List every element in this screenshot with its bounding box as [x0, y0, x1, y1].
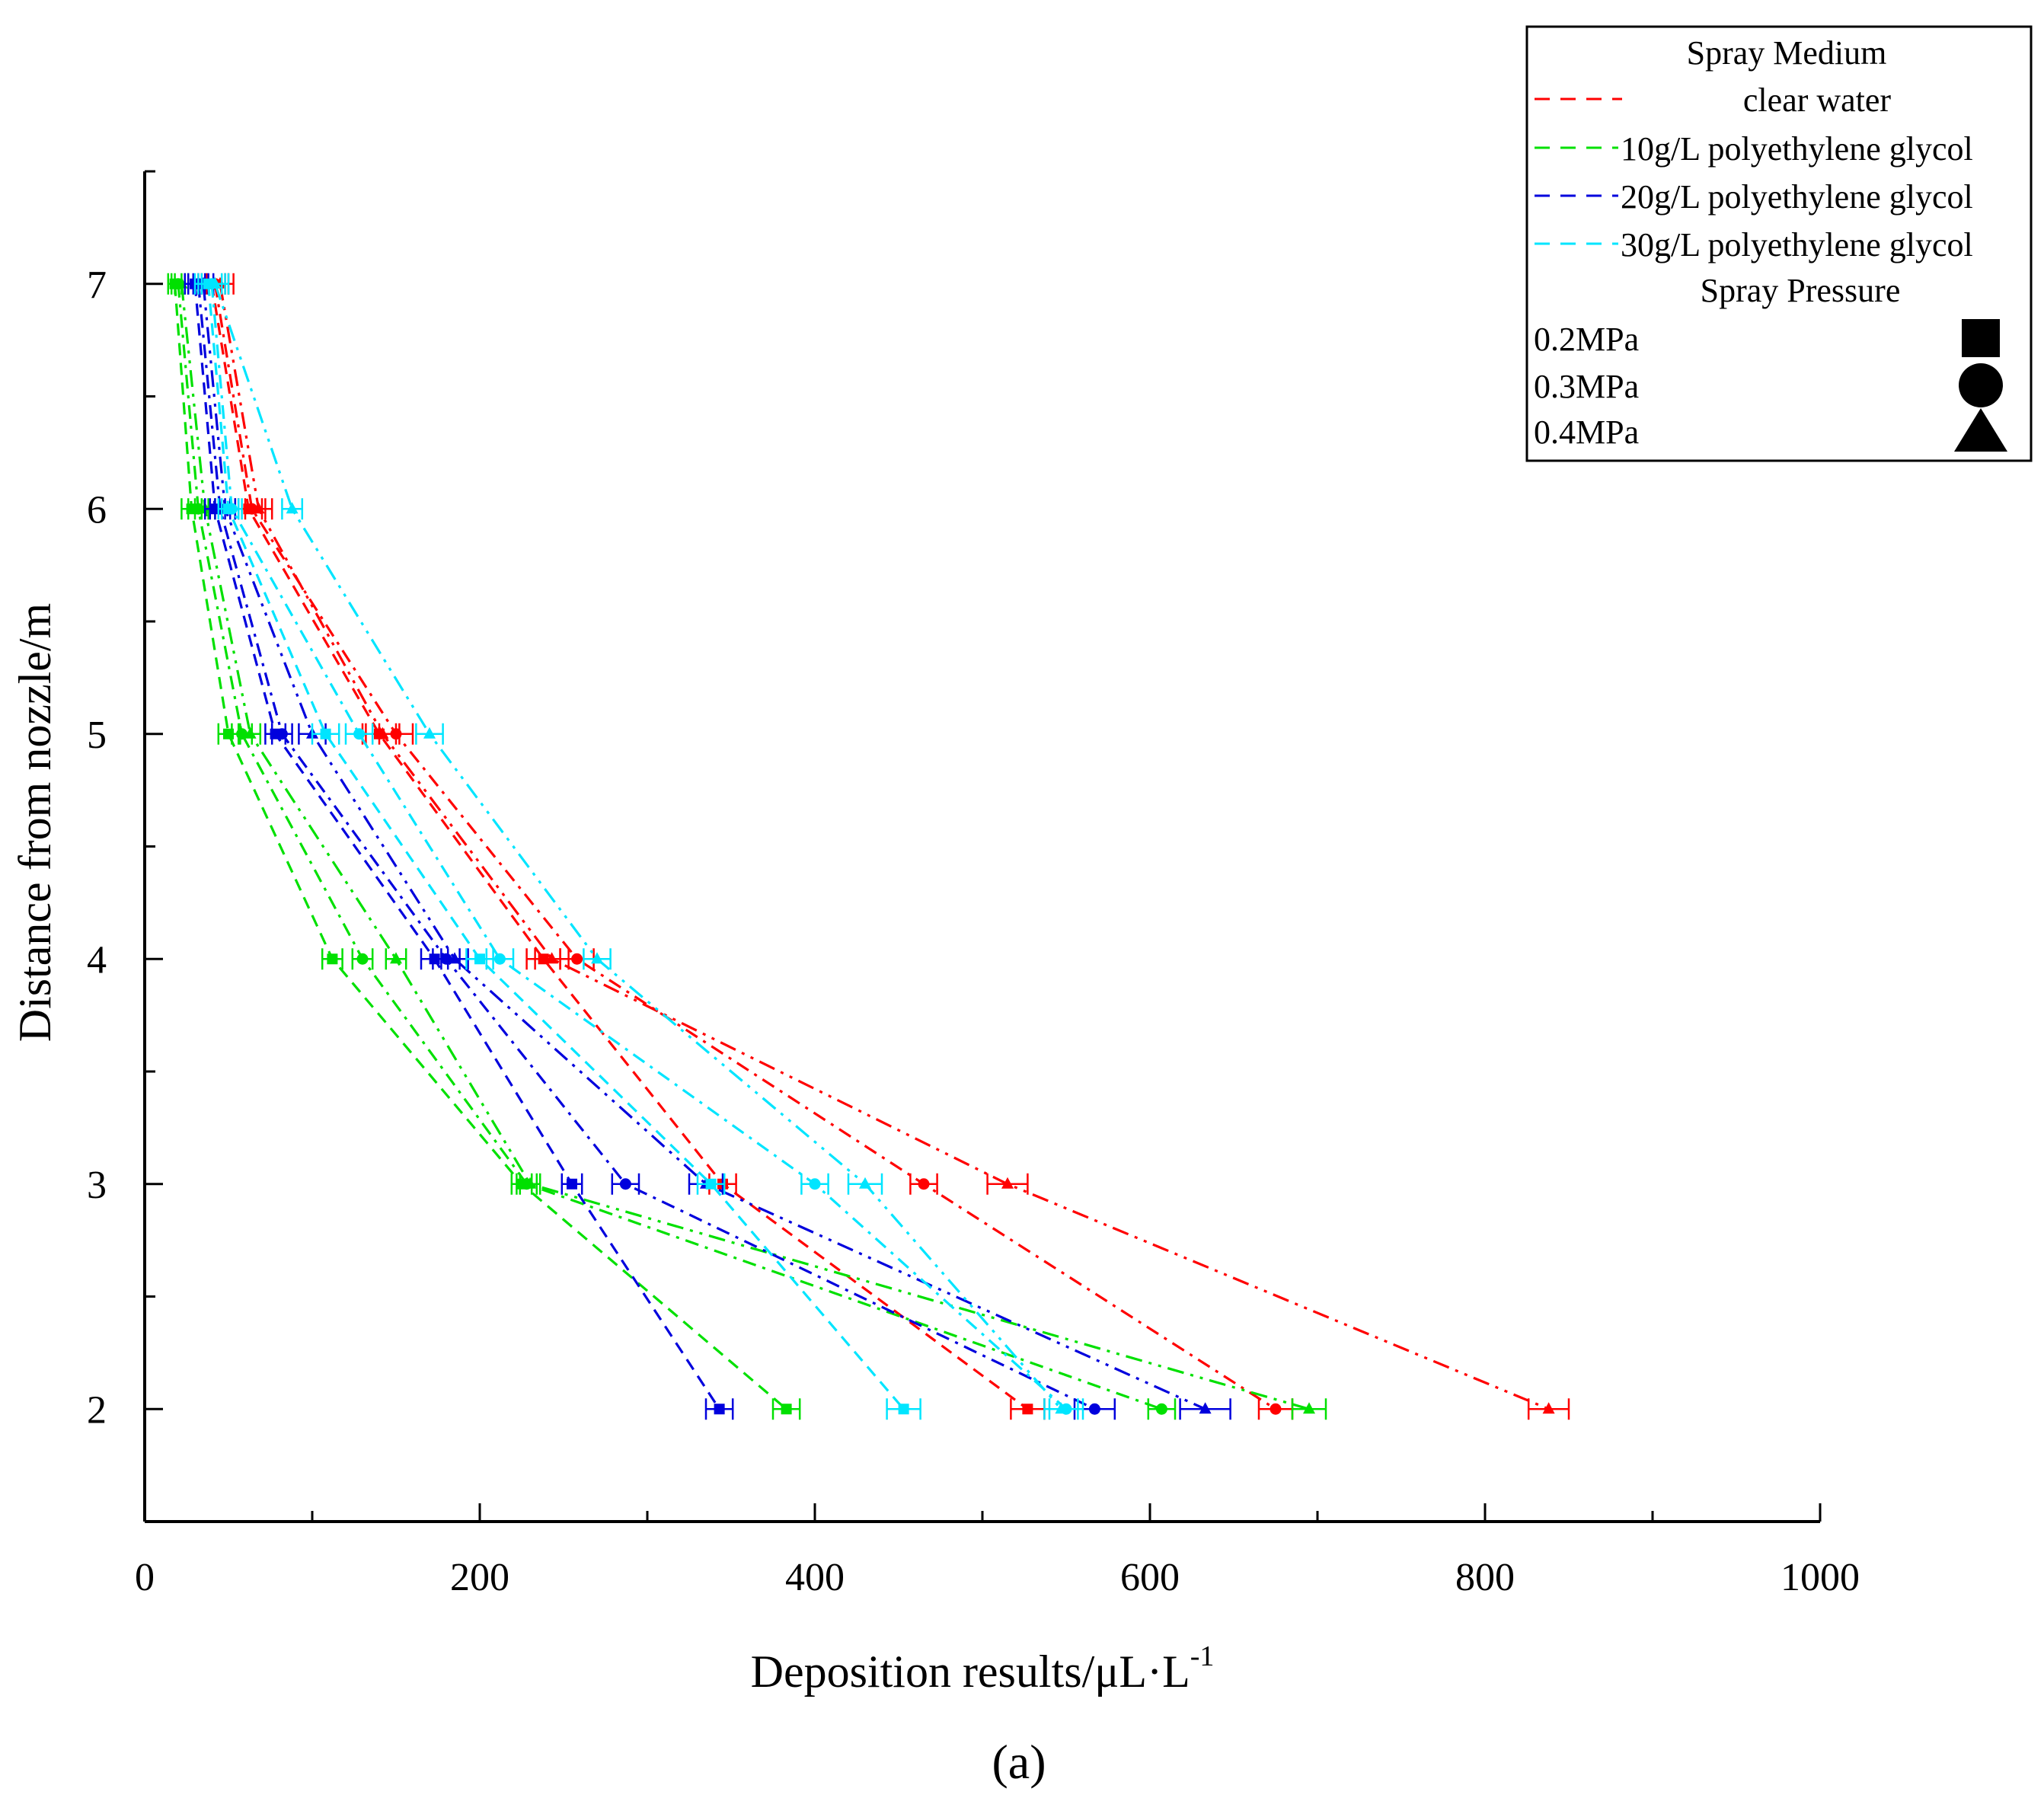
data-point-triangle: [545, 952, 558, 964]
data-point-square: [705, 1178, 717, 1190]
legend-pressure-title: Spray Pressure: [1701, 272, 1901, 309]
y-tick-label: 2: [87, 1388, 107, 1432]
series-line: [213, 283, 1276, 1410]
data-point-circle: [1088, 1403, 1100, 1415]
series-line: [202, 283, 1206, 1410]
legend-label-0.4mpa: 0.4MPa: [1534, 414, 1639, 451]
data-point-square: [714, 1404, 725, 1415]
series-line: [207, 283, 905, 1410]
x-tick-label: 800: [1455, 1556, 1515, 1599]
legend-box: [1525, 25, 2033, 462]
panel-label: (a): [992, 1735, 1046, 1789]
data-point-triangle: [1303, 1402, 1315, 1414]
data-point-square: [781, 1404, 792, 1415]
data-point-triangle: [1199, 1402, 1212, 1414]
legend-label-30gl: 30g/L polyethylene glycol: [1621, 226, 1973, 263]
series-6: [184, 273, 734, 1420]
x-axis-title: Deposition results/μL·L-1: [751, 1640, 1215, 1697]
legend-medium-title: Spray Medium: [1687, 34, 1887, 72]
legend-label-0.2mpa: 0.2MPa: [1534, 321, 1639, 358]
data-point-circle: [1270, 1403, 1282, 1415]
legend-triangle-marker: [1954, 408, 2007, 452]
data-point-triangle: [376, 727, 389, 739]
legend-circle-marker: [1959, 363, 2003, 407]
data-point-circle: [571, 953, 583, 965]
data-point-square: [320, 728, 331, 739]
legend-label-20gl: 20g/L polyethylene glycol: [1621, 178, 1973, 216]
y-tick-label: 4: [87, 938, 107, 982]
series-line: [177, 283, 1162, 1410]
data-point-square: [898, 1404, 909, 1415]
series-11: [200, 273, 1079, 1420]
series-8: [192, 273, 1231, 1420]
data-point-circle: [276, 728, 288, 740]
series-0: [197, 273, 1046, 1420]
series-5: [174, 273, 1327, 1420]
series-7: [187, 273, 1116, 1420]
y-tick-label: 5: [87, 714, 107, 757]
data-point-square: [474, 953, 485, 965]
series-line: [219, 283, 1550, 1410]
legend-label-10gl: 10g/L polyethylene glycol: [1621, 130, 1973, 168]
data-point-triangle: [423, 727, 436, 739]
data-point-triangle: [591, 952, 603, 964]
y-axis-title: Distance from nozzle/m: [10, 603, 60, 1042]
data-point-triangle: [859, 1177, 871, 1189]
data-point-circle: [353, 728, 366, 740]
x-tick-label: 400: [785, 1556, 845, 1599]
legend-label-clear-water: clear water: [1743, 81, 1892, 119]
data-point-triangle: [1001, 1177, 1014, 1189]
data-point-triangle: [209, 276, 222, 289]
x-tick-label: 1000: [1781, 1556, 1860, 1599]
x-tick-label: 600: [1120, 1556, 1180, 1599]
series-line: [174, 283, 787, 1410]
y-tick-label: 6: [87, 488, 107, 532]
data-point-circle: [493, 953, 506, 965]
data-point-circle: [619, 1178, 631, 1190]
data-point-circle: [225, 503, 238, 515]
data-point-circle: [918, 1178, 930, 1190]
y-tick-label: 3: [87, 1164, 107, 1207]
data-point-triangle: [524, 1177, 536, 1189]
data-point-square: [567, 1178, 577, 1190]
series-10: [197, 273, 1084, 1420]
data-point-triangle: [252, 502, 265, 514]
series-layer: [167, 273, 1570, 1420]
data-point-square: [327, 953, 338, 965]
x-tick-label: 0: [135, 1556, 155, 1599]
series-4: [170, 273, 1177, 1420]
x-tick-label: 200: [450, 1556, 509, 1599]
data-point-triangle: [1055, 1402, 1068, 1414]
series-2: [206, 273, 1570, 1420]
x-axis-title-superscript: -1: [1190, 1640, 1215, 1672]
data-point-triangle: [390, 952, 402, 964]
data-point-circle: [356, 953, 369, 965]
series-line: [193, 283, 720, 1410]
series-line: [196, 283, 1096, 1410]
data-point-circle: [1155, 1403, 1167, 1415]
data-point-circle: [809, 1178, 821, 1190]
data-point-triangle: [286, 502, 299, 514]
series-line: [210, 283, 1068, 1410]
axes-layer: 0 200 400 600 800 1000 2 3 4 5 6 7: [87, 170, 1860, 1599]
series-line: [180, 283, 1310, 1410]
data-point-triangle: [244, 727, 257, 739]
data-point-square: [1022, 1404, 1033, 1415]
series-line: [210, 283, 1029, 1410]
legend-label-0.3mpa: 0.3MPa: [1534, 368, 1639, 405]
series-9: [193, 273, 921, 1420]
legend: Spray Medium clear water 10g/L polyethyl…: [1525, 25, 2033, 462]
series-line: [213, 283, 1062, 1410]
data-point-triangle: [1542, 1402, 1555, 1414]
legend-square-marker: [1962, 319, 2000, 357]
y-tick-label: 7: [87, 263, 107, 307]
data-point-triangle: [449, 952, 461, 964]
x-axis-title-main: Deposition results/μL·L: [751, 1646, 1190, 1697]
